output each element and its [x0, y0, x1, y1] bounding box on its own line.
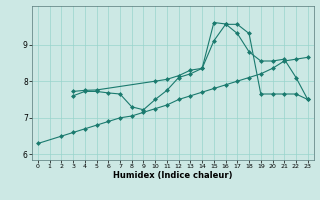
X-axis label: Humidex (Indice chaleur): Humidex (Indice chaleur)	[113, 171, 233, 180]
